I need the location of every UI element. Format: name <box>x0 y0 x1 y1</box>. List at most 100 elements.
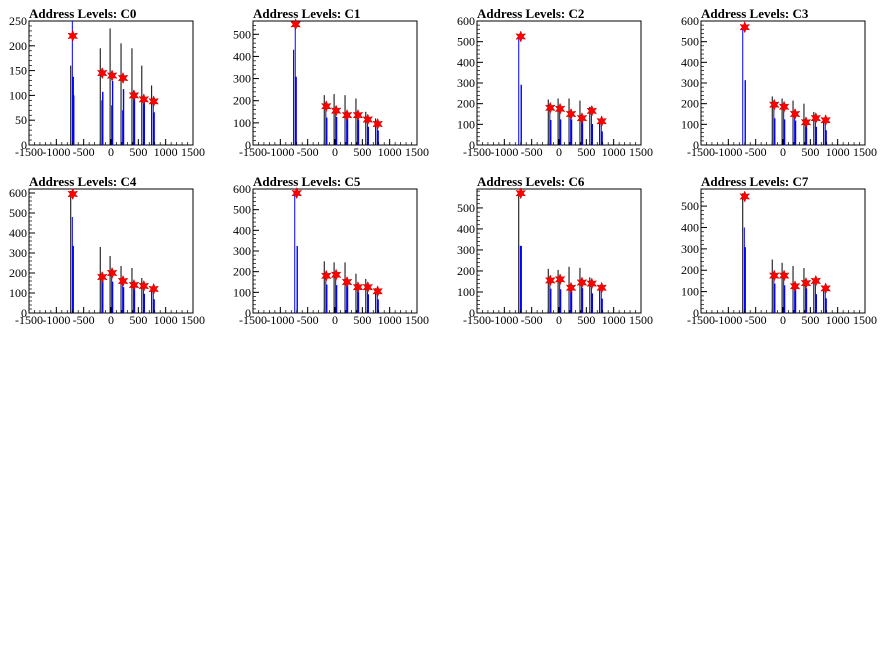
peak-marker <box>515 187 527 200</box>
y-tick-label: 200 <box>681 97 699 111</box>
x-tick-label: 1000 <box>826 145 850 159</box>
peak-marker <box>596 115 607 128</box>
chart-panel-c6: Address Levels: C6-1500 -1000 -500 0 500 1000… <box>457 174 653 327</box>
peak-marker <box>372 285 383 298</box>
peak-marker <box>768 98 780 111</box>
y-tick-label: 0 <box>469 138 475 152</box>
x-tick-label: -1000 <box>714 313 742 327</box>
x-tick-label: 500 <box>353 313 371 327</box>
peak-marker <box>117 274 129 288</box>
x-tick-label: 0 <box>780 145 786 159</box>
y-tick-label: 100 <box>681 117 699 131</box>
x-tick-label: 1000 <box>154 313 178 327</box>
chart-title: Address Levels: C1 <box>253 6 360 21</box>
peak-marker <box>778 100 790 113</box>
y-tick-label: 400 <box>233 49 251 63</box>
plot-frame <box>476 20 642 146</box>
y-tick-label: 100 <box>457 117 475 131</box>
peak-marker <box>330 268 342 281</box>
y-tick-label: 0 <box>21 306 27 320</box>
y-tick-label: 500 <box>681 35 699 49</box>
peak-marker <box>290 18 301 31</box>
y-tick-label: 500 <box>233 27 251 41</box>
x-tick-label: 1500 <box>405 145 429 159</box>
x-tick-label: 1000 <box>378 313 402 327</box>
x-tick-label: 500 <box>577 145 595 159</box>
x-tick-label: -1500 <box>239 145 267 159</box>
x-tick-label: -500 <box>297 145 319 159</box>
x-tick-label: -1000 <box>714 145 742 159</box>
x-tick-label: 1000 <box>602 313 626 327</box>
peak-marker <box>544 101 556 114</box>
y-tick-label: 200 <box>233 265 251 279</box>
y-tick-label: 100 <box>681 285 699 299</box>
chart-panel-c1: Address Levels: C1-1500 -1000 -500 0 500 1000… <box>233 6 429 159</box>
y-tick-label: 300 <box>681 242 699 256</box>
y-tick-label: 0 <box>693 306 699 320</box>
peak-marker <box>515 30 527 43</box>
x-tick-label: -500 <box>73 313 95 327</box>
peak-marker <box>596 281 607 294</box>
peak-marker <box>778 269 790 282</box>
chart-title: Address Levels: C7 <box>701 174 809 189</box>
y-tick-label: 500 <box>457 201 475 215</box>
x-tick-label: 1500 <box>853 145 877 159</box>
y-tick-label: 500 <box>9 206 27 220</box>
plot-frame <box>28 188 194 314</box>
x-tick-label: 0 <box>556 313 562 327</box>
x-tick-label: -1000 <box>490 145 518 159</box>
peak-marker <box>554 273 566 286</box>
x-tick-label: 0 <box>332 145 338 159</box>
chart-title: Address Levels: C3 <box>701 6 809 21</box>
peak-marker <box>128 89 140 102</box>
y-tick-label: 0 <box>245 138 251 152</box>
chart-title: Address Levels: C0 <box>29 6 136 21</box>
x-tick-label: 500 <box>801 313 819 327</box>
peak-marker <box>67 187 79 201</box>
peak-marker <box>372 117 383 131</box>
y-tick-label: 100 <box>233 285 251 299</box>
x-tick-label: 1000 <box>602 145 626 159</box>
peak-marker <box>800 116 812 129</box>
peak-marker <box>341 275 353 289</box>
peak-marker <box>820 114 831 127</box>
peak-marker <box>117 71 129 85</box>
y-tick-label: 100 <box>9 286 27 300</box>
chart-title: Address Levels: C6 <box>477 174 585 189</box>
peak-marker <box>352 280 364 294</box>
x-tick-label: 0 <box>108 145 114 159</box>
x-tick-label: -1500 <box>15 145 43 159</box>
x-tick-label: 1000 <box>826 313 850 327</box>
y-tick-label: 150 <box>9 64 27 78</box>
x-tick-label: 500 <box>577 313 595 327</box>
x-tick-label: -1000 <box>266 313 294 327</box>
chart-title: Address Levels: C2 <box>477 6 584 21</box>
peak-marker <box>341 108 353 122</box>
y-tick-label: 0 <box>21 138 27 152</box>
peak-marker <box>789 107 801 121</box>
x-tick-label: 1000 <box>378 145 402 159</box>
peak-marker <box>291 186 303 200</box>
x-tick-label: -500 <box>521 313 543 327</box>
peak-marker <box>739 190 751 203</box>
peak-marker <box>148 95 159 108</box>
x-tick-label: 500 <box>129 145 147 159</box>
peak-marker <box>820 282 831 295</box>
peak-marker <box>576 111 588 125</box>
y-tick-label: 0 <box>245 306 251 320</box>
x-tick-label: 0 <box>108 313 114 327</box>
x-tick-label: 0 <box>556 145 562 159</box>
x-tick-label: -500 <box>745 145 767 159</box>
y-tick-label: 400 <box>681 55 699 69</box>
x-tick-label: -1500 <box>15 313 43 327</box>
peak-marker <box>768 269 780 282</box>
y-tick-label: 300 <box>457 76 475 90</box>
peak-marker <box>362 280 374 294</box>
x-tick-label: 1500 <box>629 145 653 159</box>
chart-panel-c4: Address Levels: C4-1500 -1000 -500 0 500 1000… <box>9 174 205 327</box>
y-tick-label: 200 <box>9 266 27 280</box>
peak-marker <box>67 29 79 43</box>
y-tick-label: 200 <box>233 94 251 108</box>
y-tick-label: 500 <box>457 35 475 49</box>
x-tick-label: 1500 <box>181 145 205 159</box>
